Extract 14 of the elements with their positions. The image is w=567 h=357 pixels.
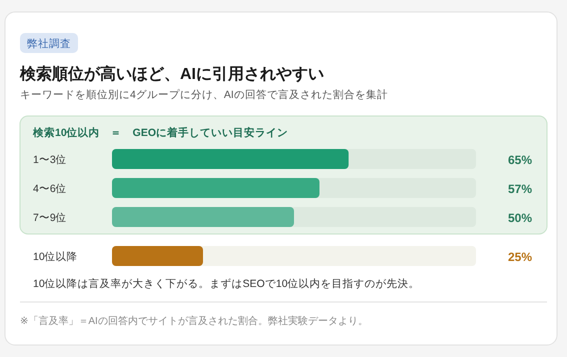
text: 10位以降は言及率が大きく下がる。まずはSEOで10位以内を目指すのが先決。 xyxy=(33,277,420,290)
y-tick-label: 7〜9位 xyxy=(33,212,67,224)
text: ※「言及率」＝AIの回答内でサイトが言及された割合。弊社実験データより。 xyxy=(20,315,368,327)
data-label: 65% xyxy=(508,153,532,167)
data-label: 57% xyxy=(508,182,532,196)
y-tick-label: 4〜6位 xyxy=(33,183,67,195)
y-tick-label: 1〜3位 xyxy=(33,154,67,166)
badge: 弊社調査 xyxy=(20,33,78,53)
data-label: 50% xyxy=(508,211,532,225)
data-label: 25% xyxy=(508,250,532,264)
chart-title: 検索順位が高いほど、AIに引用されやすい xyxy=(19,64,324,83)
y-tick-label: 10位以降 xyxy=(33,250,78,263)
band-label: 検索10位以内 ＝ GEOに着手していい目安ライン xyxy=(32,126,288,139)
chart-subtitle: キーワードを順位別に4グループに分け、AIの回答で言及された割合を集計 xyxy=(20,88,388,101)
